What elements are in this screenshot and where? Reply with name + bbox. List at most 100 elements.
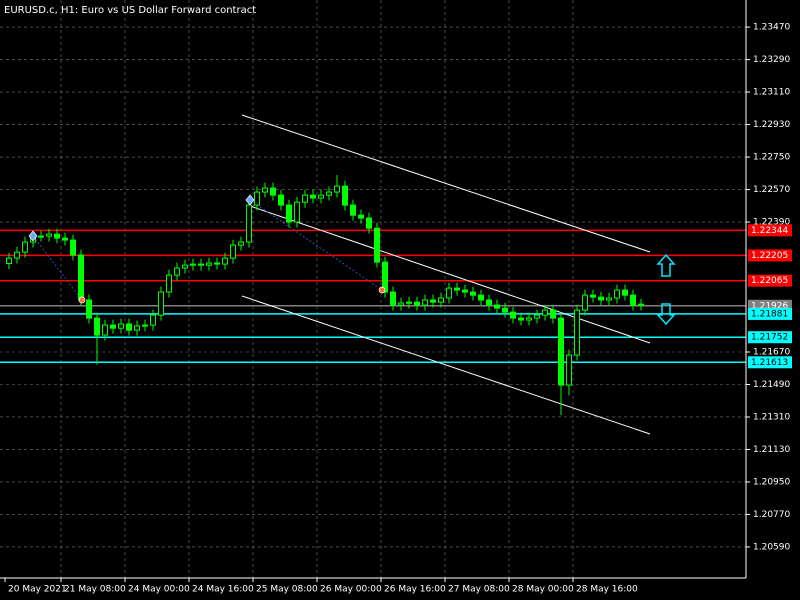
y-tick-label: 1.22570 [753, 185, 790, 195]
level-label: 1.21881 [751, 309, 788, 319]
candle [438, 292, 444, 308]
candle [358, 209, 364, 224]
x-tick-label: 27 May 08:00 [448, 585, 510, 595]
candle [118, 318, 124, 334]
candle [222, 252, 228, 270]
level-label-bg [748, 307, 792, 320]
candle [534, 309, 540, 324]
candle [406, 296, 412, 309]
candle [302, 189, 308, 208]
candle [134, 320, 140, 336]
candle [462, 284, 468, 298]
candle-body [102, 324, 108, 336]
candle-body [254, 191, 260, 206]
candle-body [278, 194, 284, 206]
candle [566, 349, 572, 396]
candle-body [598, 296, 604, 301]
candle-body [198, 263, 204, 266]
candle [510, 306, 516, 324]
candle [166, 269, 172, 298]
candle-body [494, 304, 500, 309]
y-tick-label: 1.22750 [753, 153, 790, 163]
buy-signal [28, 230, 38, 242]
candle [22, 236, 28, 258]
candle [446, 282, 452, 304]
candle-body [6, 257, 12, 265]
candle [614, 284, 620, 304]
candle-body [590, 294, 596, 298]
candle-body [214, 262, 220, 265]
level-label: 1.22344 [751, 226, 788, 236]
candle-body [126, 323, 132, 331]
y-tick-label: 1.21310 [753, 412, 790, 422]
candle-body [478, 294, 484, 301]
candle [414, 296, 420, 311]
candle [486, 294, 492, 311]
candle-body [78, 254, 84, 301]
level-label: 1.22205 [751, 251, 788, 261]
channel-upper [241, 114, 651, 253]
candle-body [110, 324, 116, 329]
level-label-bg [748, 274, 792, 287]
y-tick-label: 1.22930 [753, 120, 790, 130]
candle-body [190, 263, 196, 266]
candle-body [366, 217, 372, 229]
candle-body [622, 289, 628, 296]
buy-signal [245, 194, 255, 206]
candle [526, 312, 532, 326]
candle [638, 298, 644, 311]
candle-body [414, 301, 420, 306]
y-tick-label: 1.23110 [753, 88, 790, 98]
y-tick-label: 1.23470 [753, 23, 790, 33]
candle-body [182, 264, 188, 269]
candle-body [574, 309, 580, 356]
y-tick-label: 1.23290 [753, 55, 790, 65]
candle-body [318, 194, 324, 199]
candle [398, 297, 404, 311]
candle [422, 294, 428, 311]
candle [478, 289, 484, 306]
axes: 1.23470 1.23290 1.23110 1.22930 1.22750 1.225… [4, 23, 792, 595]
candle [6, 252, 12, 269]
candle-body [558, 317, 564, 386]
candle [278, 189, 284, 211]
candle [342, 180, 348, 211]
candle [558, 312, 564, 416]
sell-signal [378, 286, 386, 294]
candle-body [358, 214, 364, 219]
candle-body [550, 309, 556, 319]
candle-body [158, 291, 164, 316]
candle-body [534, 314, 540, 319]
candle [38, 230, 44, 242]
level-label-bg [748, 249, 792, 262]
candle-body [406, 301, 412, 304]
candle-body [390, 291, 396, 306]
candle-body [118, 323, 124, 329]
candle-body [86, 299, 92, 319]
candle [550, 304, 556, 324]
channel-lower [241, 295, 651, 435]
candle [494, 299, 500, 314]
candle [598, 291, 604, 306]
candle [350, 199, 356, 221]
signal-link [32, 235, 83, 301]
candle [590, 289, 596, 303]
candle-body [518, 317, 524, 321]
channel-middle [249, 205, 651, 344]
candle-body [54, 233, 60, 239]
candle-body [582, 294, 588, 311]
candle [126, 318, 132, 336]
candle [502, 302, 508, 318]
candle [150, 309, 156, 331]
x-tick-label: 28 May 16:00 [576, 585, 638, 595]
candle [294, 196, 300, 228]
candle-body [446, 287, 452, 299]
candle [390, 286, 396, 311]
candle [518, 312, 524, 326]
candle-body [142, 324, 148, 327]
candle-body [310, 194, 316, 199]
candle [174, 262, 180, 281]
